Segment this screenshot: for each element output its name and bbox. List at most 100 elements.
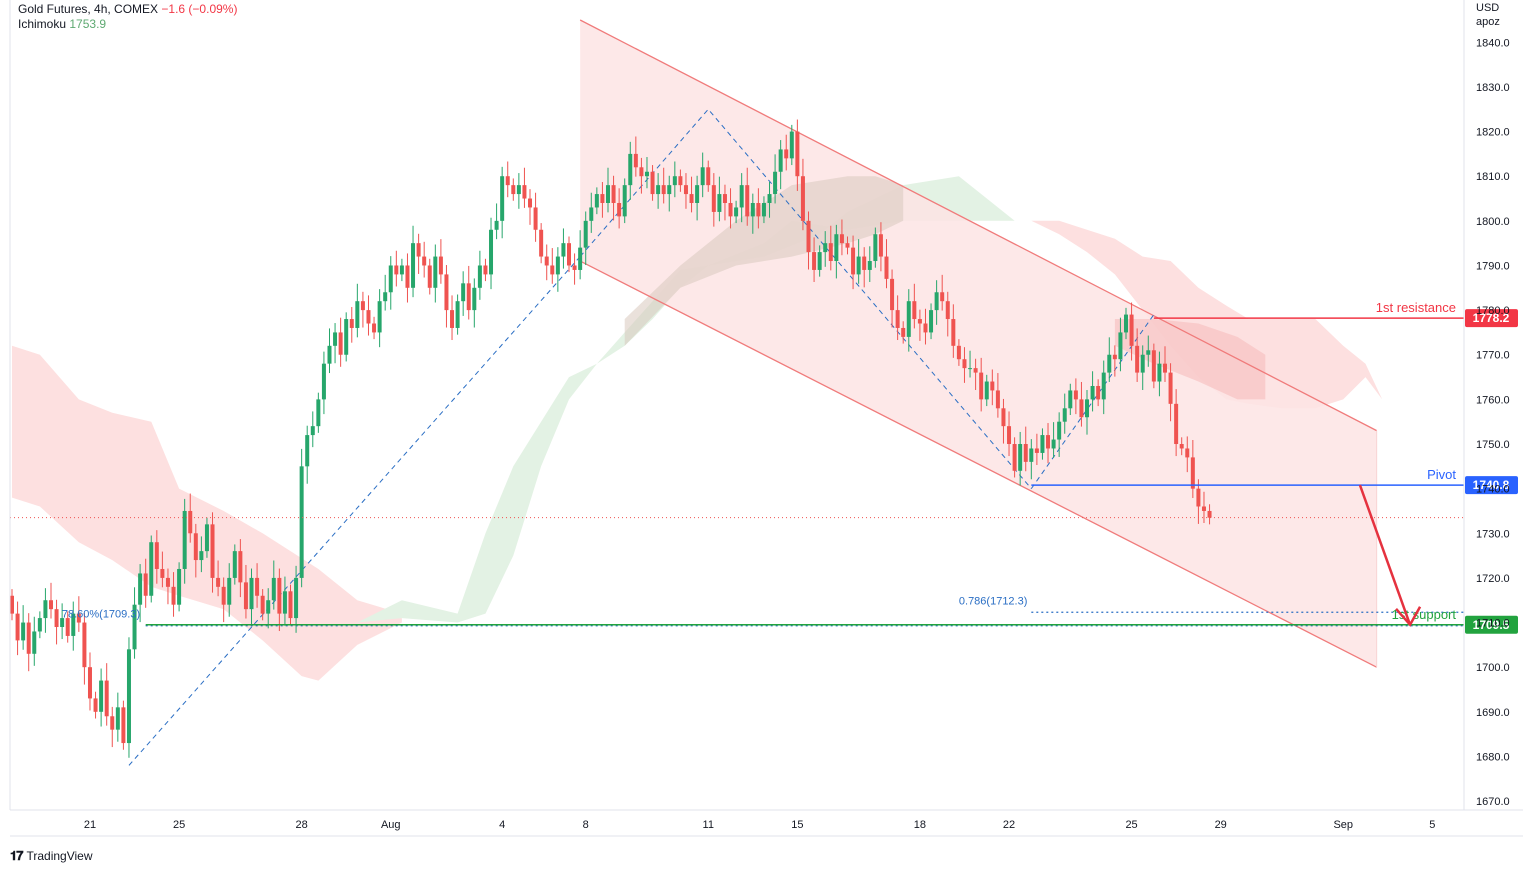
- candle-body: [717, 194, 722, 212]
- candle-body: [149, 542, 154, 596]
- candle-body: [1101, 372, 1106, 400]
- candle-body: [851, 247, 856, 275]
- candle-body: [249, 577, 254, 610]
- candle-body: [110, 716, 115, 730]
- candle-body: [333, 332, 338, 346]
- candle-body: [839, 234, 844, 244]
- candle-body: [43, 600, 48, 619]
- descending-channel-fill: [580, 20, 1377, 668]
- y-tick-label: 1770.0: [1476, 350, 1510, 362]
- candle-body: [422, 256, 427, 266]
- y-tick-label: 1790.0: [1476, 260, 1510, 272]
- candle-body: [929, 310, 934, 333]
- candle-body: [411, 243, 416, 288]
- candle-body: [472, 287, 477, 311]
- candle-body: [115, 707, 120, 730]
- candle-body: [132, 604, 137, 650]
- candle-body: [567, 243, 571, 266]
- x-tick-label: 18: [914, 819, 926, 831]
- candle-body: [979, 372, 984, 400]
- x-tick-label: 29: [1215, 819, 1227, 831]
- candle-body: [583, 220, 588, 248]
- candle-body: [689, 194, 694, 203]
- candle-body: [1057, 421, 1062, 440]
- candle-body: [940, 292, 945, 302]
- candle-body: [21, 622, 26, 641]
- candle-body: [734, 207, 739, 217]
- candle-body: [182, 510, 187, 569]
- candle-body: [344, 319, 349, 355]
- adjustment-label: apoz: [1476, 16, 1500, 28]
- candle-body: [1029, 448, 1034, 462]
- candle-body: [678, 176, 683, 186]
- candle-body: [494, 220, 499, 230]
- candle-body: [204, 524, 209, 552]
- y-tick-label: 1840.0: [1476, 37, 1510, 49]
- candle-body: [539, 229, 544, 257]
- tradingview-icon: 𝟏𝟕: [10, 848, 24, 863]
- price-change: −1.6 (−0.09%): [161, 2, 238, 16]
- ichimoku-cloud-bearish-1: [12, 345, 402, 681]
- candle-body: [271, 577, 276, 601]
- tradingview-logo[interactable]: 𝟏𝟕 TradingView: [10, 848, 93, 864]
- candle-body: [739, 185, 744, 208]
- candle-body: [856, 256, 861, 275]
- candle-body: [355, 301, 360, 328]
- x-tick-label: 21: [84, 819, 96, 831]
- candle-body: [728, 202, 733, 217]
- ichimoku-cloud-bearish-2: [1031, 220, 1383, 409]
- candle-body: [544, 256, 549, 266]
- candle-body: [778, 149, 783, 172]
- candle-body: [561, 243, 566, 257]
- candle-body: [1151, 350, 1156, 382]
- candle-body: [828, 243, 833, 262]
- candle-body: [327, 345, 332, 364]
- plot-area: [10, 19, 1464, 766]
- channel-lower-line: [579, 260, 1377, 668]
- candle-body: [104, 680, 109, 717]
- candle-body: [294, 577, 299, 619]
- candle-body: [1174, 403, 1179, 445]
- candle-body: [221, 586, 226, 605]
- y-tick-label: 1820.0: [1476, 127, 1510, 139]
- indicator-line[interactable]: Ichimoku 1753.9: [18, 17, 237, 32]
- candle-body: [60, 618, 65, 628]
- candle-body: [1168, 372, 1173, 404]
- candle-body: [695, 185, 700, 203]
- candle-body: [1185, 448, 1190, 458]
- candle-body: [756, 202, 761, 217]
- candle-body: [867, 261, 872, 270]
- y-tick-label: 1670.0: [1476, 796, 1510, 808]
- candle-body: [138, 573, 143, 605]
- candle-body: [1001, 408, 1006, 427]
- candle-body: [1090, 385, 1095, 400]
- x-tick-label: 15: [791, 819, 803, 831]
- candle-body: [188, 510, 193, 534]
- candle-body: [299, 466, 304, 578]
- candle-body: [1140, 354, 1145, 373]
- candle-body: [483, 265, 488, 275]
- candle-body: [644, 171, 649, 177]
- y-tick-label: 1750.0: [1476, 439, 1510, 451]
- candle-body: [578, 247, 583, 270]
- candle-body: [962, 359, 967, 369]
- candle-body: [171, 586, 176, 605]
- cloud-channel-overlap-2: [1114, 319, 1266, 400]
- candle-body: [48, 600, 53, 610]
- candle-body: [32, 631, 37, 654]
- candle-body: [416, 243, 421, 257]
- level-label-1: Pivot: [1427, 467, 1456, 482]
- candle-body: [383, 292, 388, 302]
- candle-body: [199, 551, 204, 561]
- candle-body: [1207, 510, 1212, 518]
- candle-body: [667, 185, 672, 195]
- symbol-line[interactable]: Gold Futures, 4h, COMEX −1.6 (−0.09%): [18, 2, 237, 17]
- candle-body: [956, 345, 961, 360]
- indicator-name: Ichimoku: [18, 17, 67, 31]
- candle-body: [1018, 444, 1023, 471]
- level-price-text-2: 1709.5: [1473, 618, 1510, 632]
- candle-body: [405, 265, 410, 288]
- y-tick-label: 1810.0: [1476, 171, 1510, 183]
- candle-body: [1190, 457, 1195, 489]
